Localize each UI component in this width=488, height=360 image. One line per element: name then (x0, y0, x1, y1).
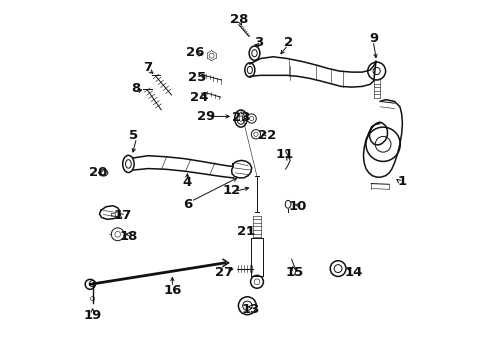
Text: 28: 28 (229, 13, 248, 27)
Text: 11: 11 (275, 148, 293, 161)
Text: 23: 23 (232, 111, 250, 124)
Text: 2: 2 (283, 36, 292, 49)
Text: 19: 19 (83, 309, 102, 322)
Text: 7: 7 (142, 61, 152, 74)
Text: 25: 25 (188, 71, 206, 84)
Text: 6: 6 (183, 198, 192, 211)
Text: 17: 17 (114, 209, 132, 222)
Text: 26: 26 (185, 46, 204, 59)
Text: 9: 9 (368, 32, 378, 45)
Text: 13: 13 (241, 303, 260, 316)
Text: 1: 1 (397, 175, 406, 188)
Text: 29: 29 (196, 110, 215, 123)
Text: 12: 12 (223, 184, 241, 197)
Text: 5: 5 (129, 129, 138, 142)
Text: 24: 24 (189, 91, 207, 104)
Text: 15: 15 (285, 266, 303, 279)
Text: 21: 21 (237, 225, 255, 238)
Text: 3: 3 (254, 36, 263, 49)
Text: 4: 4 (183, 176, 192, 189)
Text: 22: 22 (257, 129, 275, 142)
Text: 27: 27 (214, 266, 232, 279)
Text: 10: 10 (288, 200, 306, 213)
Text: 16: 16 (163, 284, 181, 297)
Text: 18: 18 (119, 230, 137, 243)
Text: 20: 20 (89, 166, 107, 179)
Text: 8: 8 (131, 82, 140, 95)
Text: 14: 14 (344, 266, 362, 279)
